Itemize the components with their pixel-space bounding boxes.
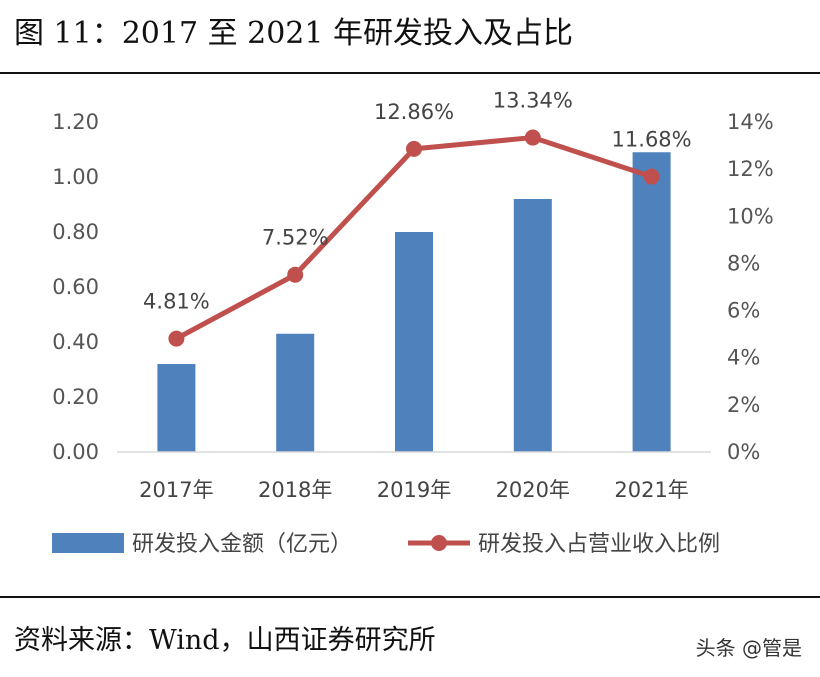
y-tick-label: 1.00 — [52, 165, 99, 189]
y-tick-label: 0.60 — [52, 275, 99, 299]
data-label: 4.81% — [143, 290, 210, 314]
y2-tick-label: 8% — [727, 251, 760, 275]
line-point — [287, 266, 304, 283]
data-label: 7.52% — [262, 226, 329, 250]
line-points — [168, 129, 660, 347]
y2-tick-label: 4% — [727, 346, 760, 370]
x-tick-label: 2019年 — [377, 478, 451, 502]
y2-tick-label: 2% — [727, 393, 760, 417]
left-axis-ticks: 0.00 0.20 0.40 0.60 0.80 1.00 1.20 — [52, 110, 99, 464]
bar — [632, 152, 671, 452]
legend: 研发投入金额（亿元） 研发投入占营业收入比例 — [52, 532, 720, 557]
bar — [276, 333, 315, 452]
category-labels: 2017年 2018年 2019年 2020年 2021年 — [139, 478, 689, 502]
bar — [395, 232, 433, 452]
legend-line-label: 研发投入占营业收入比例 — [478, 532, 720, 557]
data-label: 12.86% — [374, 100, 454, 124]
top-rule — [0, 72, 820, 74]
line-point — [406, 140, 422, 157]
y2-tick-label: 10% — [727, 204, 774, 228]
y-tick-label: 1.20 — [52, 110, 99, 134]
x-tick-label: 2021年 — [614, 478, 688, 502]
legend-bar-swatch — [52, 533, 124, 553]
combo-chart: 0.00 0.20 0.40 0.60 0.80 1.00 1.20 0% 2% 4% 6% 8% 1… — [52, 89, 774, 557]
line-point — [168, 330, 185, 347]
line-point — [524, 129, 541, 146]
line-point — [643, 168, 660, 185]
y2-tick-label: 6% — [727, 299, 760, 323]
source-note: 资料来源：Wind，山西证券研究所 — [14, 625, 436, 656]
bottom-rule — [0, 596, 820, 598]
bar — [157, 364, 196, 452]
watermark: 头条 @管是 — [695, 636, 802, 660]
y2-tick-label: 14% — [727, 110, 774, 134]
data-label: 11.68% — [612, 128, 692, 152]
y-tick-label: 0.80 — [52, 220, 99, 244]
y2-tick-label: 0% — [727, 440, 760, 464]
data-labels: 4.81% 7.52% 12.86% 13.34% 11.68% — [143, 89, 692, 314]
legend-bar-label: 研发投入金额（亿元） — [132, 532, 352, 557]
x-tick-label: 2020年 — [496, 478, 570, 502]
x-tick-label: 2018年 — [258, 478, 332, 502]
legend-line-marker — [431, 535, 447, 551]
x-tick-label: 2017年 — [139, 478, 213, 502]
y-tick-label: 0.20 — [52, 385, 99, 409]
right-axis-ticks: 0% 2% 4% 6% 8% 10% 12% 14% — [727, 110, 774, 464]
y2-tick-label: 12% — [727, 157, 774, 181]
bar-series — [157, 152, 671, 452]
bar — [513, 199, 552, 452]
y-tick-label: 0.00 — [52, 440, 99, 464]
figure-title: 图 11：2017 至 2021 年研发投入及占比 — [14, 16, 574, 51]
y-tick-label: 0.40 — [52, 330, 99, 354]
data-label: 13.34% — [493, 89, 573, 113]
